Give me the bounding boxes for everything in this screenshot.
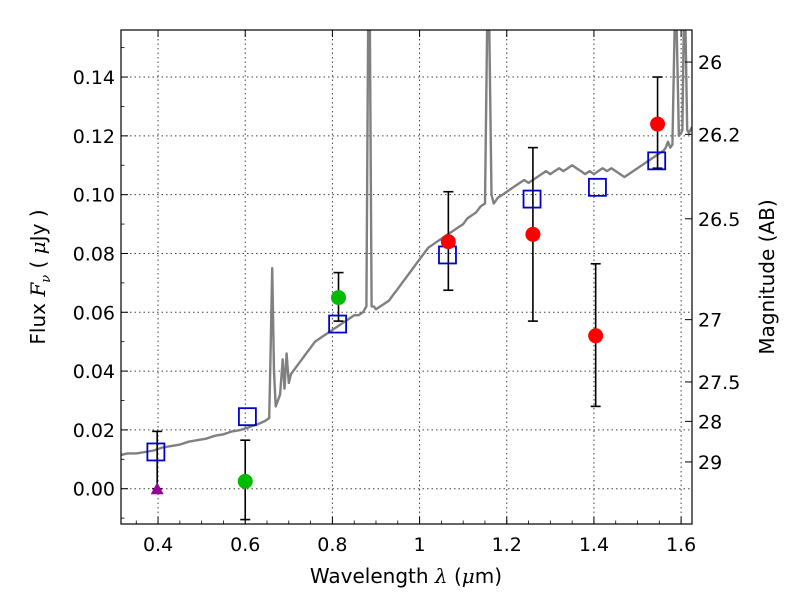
x-tick-label: 1.6 [666, 534, 696, 556]
red-data-point [525, 226, 541, 242]
x-tick-label: 0.6 [230, 534, 260, 556]
y2-tick-label: 27.5 [698, 372, 740, 394]
model-photometry-square [588, 177, 607, 197]
red-data-point [588, 328, 604, 344]
y-tick-label: 0.08 [73, 243, 115, 265]
error-bars [152, 76, 663, 521]
model-photometry-square [328, 314, 348, 334]
y2-tick-label: 27 [698, 310, 722, 332]
y-axis-label: Flux Fν ( μJy ) [26, 209, 54, 344]
y-tick-label: 0.06 [73, 302, 115, 324]
model-photometry-square [647, 151, 667, 171]
y2-tick-label: 29 [698, 452, 722, 474]
model-photometry-square [238, 407, 257, 427]
model-photometry-square [522, 189, 542, 209]
red-data-point [650, 116, 666, 132]
y2-tick-label: 28 [698, 411, 722, 433]
green-data-point [237, 473, 253, 489]
y-tick-label: 0.10 [73, 185, 115, 207]
y2-tick-label: 26 [698, 52, 722, 74]
red-data-point [440, 234, 456, 250]
y-tick-label: 0.02 [73, 420, 115, 442]
y-tick-label: 0.14 [73, 67, 115, 89]
x-axis-label: Wavelength λ (μm) [310, 564, 502, 588]
x-tick-label: 1.4 [579, 534, 609, 556]
model-spectrum-line [121, 30, 692, 457]
x-tick-label: 0.4 [143, 534, 173, 556]
x-tick-label: 1 [414, 534, 426, 556]
y-tick-label: 0.00 [73, 479, 115, 501]
model-photometry-square [146, 442, 166, 462]
grid [121, 30, 692, 524]
x-tick-label: 1.2 [492, 534, 522, 556]
model-spectrum [121, 30, 692, 457]
y2-tick-label: 26.5 [698, 209, 740, 231]
y2-axis-label: Magnitude (AB) [755, 199, 779, 354]
y2-tick-label: 26.2 [698, 124, 740, 146]
purple-limit-triangle [150, 482, 164, 495]
axis-ticks: 0.4 0.6 0.8 1 1.2 1.4 1.6 0.00 0.02 0.04 0.06 0.08 0… [73, 30, 740, 556]
plot-frame [120, 29, 693, 525]
y-tick-label: 0.04 [73, 361, 115, 383]
y-tick-label: 0.12 [73, 126, 115, 148]
green-data-point [331, 290, 347, 306]
data-markers [146, 116, 667, 495]
x-tick-label: 0.8 [317, 534, 347, 556]
